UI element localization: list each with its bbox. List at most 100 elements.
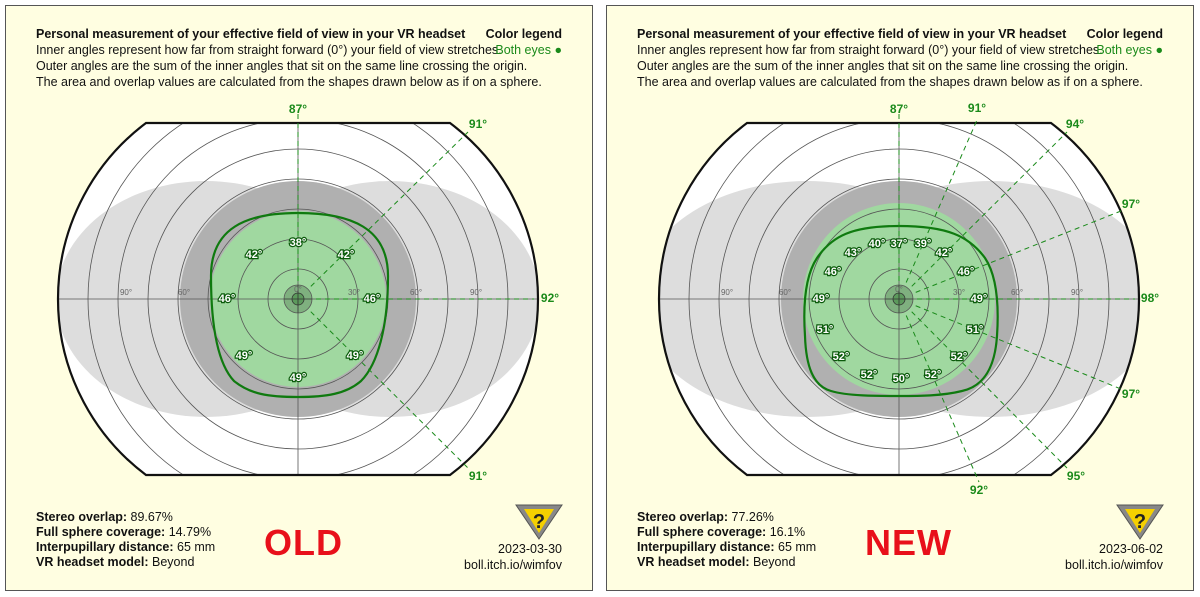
description-line: Inner angles represent how far from stra… xyxy=(36,43,502,57)
outer-label: 97° xyxy=(1122,387,1140,401)
footer: 2023-06-02 boll.itch.io/wimfov xyxy=(1065,541,1163,573)
outer-label: 87° xyxy=(890,102,908,116)
legend-title: Color legend xyxy=(1086,27,1163,41)
ring-label-60r: 60° xyxy=(410,288,422,297)
description-line: Outer angles are the sum of the inner an… xyxy=(637,59,1129,73)
description-line: Outer angles are the sum of the inner an… xyxy=(36,59,528,73)
outer-label: 91° xyxy=(469,117,487,131)
ring-label-30: 30° xyxy=(348,288,360,297)
svg-text:?: ? xyxy=(1134,511,1146,533)
ipd-value: 65 mm xyxy=(177,540,216,554)
header-text: Personal measurement of your effective f… xyxy=(637,26,1143,90)
fov-label: 42° xyxy=(338,249,355,261)
site-link[interactable]: boll.itch.io/wimfov xyxy=(464,558,562,572)
fov-label: 46° xyxy=(364,293,381,305)
ring-label-60r: 60° xyxy=(1011,288,1023,297)
description-line: The area and overlap values are calculat… xyxy=(36,75,542,89)
fov-label: 49° xyxy=(813,293,830,305)
fov-label: 49° xyxy=(347,350,364,362)
fov-label: 51° xyxy=(967,324,984,336)
wimfov-logo-icon: ? xyxy=(1116,504,1164,540)
version-label: NEW xyxy=(865,522,952,563)
fov-label: 42° xyxy=(246,249,263,261)
stereo-value: 77.26% xyxy=(731,510,774,524)
ring-label-90l: 90° xyxy=(120,288,132,297)
chart-title: Personal measurement of your effective f… xyxy=(637,27,1067,41)
panel-old: 0° 30° 60° 90° 60° 90° 87° 91° 92° 91° 3… xyxy=(5,5,593,591)
panel-new: 0° 30° 60° 90° 60° 90° 87° 91° 94° 97° 9… xyxy=(606,5,1194,591)
legend-both-eyes: Both eyes ● xyxy=(1096,43,1163,57)
outer-label: 91° xyxy=(968,101,986,115)
footer: 2023-03-30 boll.itch.io/wimfov xyxy=(464,541,562,573)
outer-label: 92° xyxy=(541,291,559,305)
ring-label-0: 0° xyxy=(294,285,302,294)
site-link[interactable]: boll.itch.io/wimfov xyxy=(1065,558,1163,572)
ipd-value: 65 mm xyxy=(778,540,817,554)
outer-label: 91° xyxy=(469,469,487,483)
description-line: The area and overlap values are calculat… xyxy=(637,75,1143,89)
outer-label: 98° xyxy=(1141,291,1159,305)
fov-label: 50° xyxy=(893,373,910,385)
chart-title: Personal measurement of your effective f… xyxy=(36,27,466,41)
ring-label-30: 30° xyxy=(953,288,965,297)
sphere-label: Full sphere coverage: xyxy=(36,525,166,539)
sphere-value: 16.1% xyxy=(769,525,806,539)
model-label: VR headset model: xyxy=(637,555,750,569)
header-text: Personal measurement of your effective f… xyxy=(36,26,542,90)
ring-label-60l: 60° xyxy=(779,288,791,297)
fov-label: 46° xyxy=(219,293,236,305)
outer-label: 87° xyxy=(289,102,307,116)
outer-lines xyxy=(898,114,1135,483)
legend-title: Color legend xyxy=(485,27,562,41)
ring-label-90r: 90° xyxy=(1071,288,1083,297)
outer-label: 92° xyxy=(970,483,988,497)
fov-label: 46° xyxy=(958,266,975,278)
model-value: Beyond xyxy=(152,555,195,569)
description-line: Inner angles represent how far from stra… xyxy=(637,43,1103,57)
color-legend: Color legend Both eyes ● xyxy=(1087,26,1163,58)
stereo-label: Stereo overlap: xyxy=(36,510,128,524)
model-value: Beyond xyxy=(753,555,796,569)
outer-label: 94° xyxy=(1066,117,1084,131)
fov-label: 42° xyxy=(936,247,953,259)
outer-label: 97° xyxy=(1122,197,1140,211)
fov-boundary xyxy=(803,224,999,398)
fov-boundary xyxy=(209,211,390,399)
fov-label: 52° xyxy=(925,369,942,381)
date-label: 2023-06-02 xyxy=(1099,542,1163,556)
fov-label: 38° xyxy=(290,237,307,249)
ring-label-90r: 90° xyxy=(470,288,482,297)
ipd-label: Interpupillary distance: xyxy=(637,540,775,554)
fov-label: 46° xyxy=(825,266,842,278)
fov-diagram: 0° 30° 60° 90° 60° 90° 87° 91° 92° 91° 3… xyxy=(56,102,559,483)
fov-label: 49° xyxy=(236,350,253,362)
fov-label: 52° xyxy=(833,351,850,363)
headset-outline xyxy=(657,121,1141,477)
model-label: VR headset model: xyxy=(36,555,149,569)
ring-label-0: 0° xyxy=(895,285,903,294)
fov-label: 51° xyxy=(817,324,834,336)
fov-label: 52° xyxy=(861,369,878,381)
fov-label: 52° xyxy=(951,351,968,363)
fov-label: 39° xyxy=(915,238,932,250)
sphere-value: 14.79% xyxy=(168,525,212,539)
fov-diagram: 0° 30° 60° 90° 60° 90° 87° 91° 94° 97° 9… xyxy=(657,101,1159,497)
wimfov-logo-icon: ? xyxy=(515,504,563,540)
fov-label: 49° xyxy=(290,372,307,384)
stats-block: Stereo overlap: 89.67% Full sphere cover… xyxy=(36,510,215,570)
stereo-value: 89.67% xyxy=(130,510,173,524)
date-label: 2023-03-30 xyxy=(498,542,562,556)
fov-label: 43° xyxy=(845,247,862,259)
fov-label: 40° xyxy=(869,238,886,250)
ipd-label: Interpupillary distance: xyxy=(36,540,174,554)
color-legend: Color legend Both eyes ● xyxy=(486,26,562,58)
stereo-label: Stereo overlap: xyxy=(637,510,729,524)
outer-lines xyxy=(297,114,534,469)
legend-both-eyes: Both eyes ● xyxy=(495,43,562,57)
outer-label: 95° xyxy=(1067,469,1085,483)
stats-block: Stereo overlap: 77.26% Full sphere cover… xyxy=(637,510,816,570)
version-label: OLD xyxy=(264,522,343,563)
fov-label: 49° xyxy=(971,293,988,305)
svg-text:?: ? xyxy=(533,511,545,533)
headset-outline xyxy=(56,121,540,477)
